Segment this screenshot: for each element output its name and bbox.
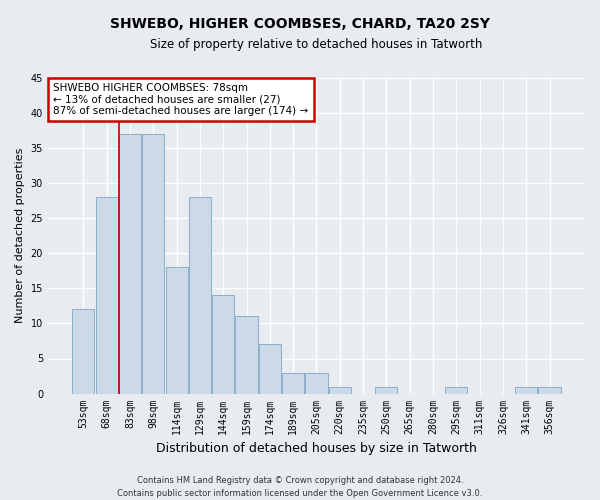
- Bar: [282, 372, 304, 394]
- Text: SHWEBO, HIGHER COOMBSES, CHARD, TA20 2SY: SHWEBO, HIGHER COOMBSES, CHARD, TA20 2SY: [110, 18, 490, 32]
- Bar: [515, 386, 537, 394]
- Bar: [329, 386, 351, 394]
- Bar: [445, 386, 467, 394]
- Bar: [95, 197, 118, 394]
- Bar: [73, 310, 94, 394]
- Bar: [212, 296, 235, 394]
- Y-axis label: Number of detached properties: Number of detached properties: [15, 148, 25, 324]
- Text: Contains HM Land Registry data © Crown copyright and database right 2024.
Contai: Contains HM Land Registry data © Crown c…: [118, 476, 482, 498]
- Bar: [166, 268, 188, 394]
- Bar: [119, 134, 141, 394]
- Bar: [235, 316, 257, 394]
- X-axis label: Distribution of detached houses by size in Tatworth: Distribution of detached houses by size …: [156, 442, 477, 455]
- Bar: [189, 197, 211, 394]
- Bar: [376, 386, 397, 394]
- Bar: [538, 386, 560, 394]
- Bar: [259, 344, 281, 394]
- Bar: [142, 134, 164, 394]
- Text: SHWEBO HIGHER COOMBSES: 78sqm
← 13% of detached houses are smaller (27)
87% of s: SHWEBO HIGHER COOMBSES: 78sqm ← 13% of d…: [53, 83, 308, 116]
- Bar: [305, 372, 328, 394]
- Title: Size of property relative to detached houses in Tatworth: Size of property relative to detached ho…: [150, 38, 482, 51]
